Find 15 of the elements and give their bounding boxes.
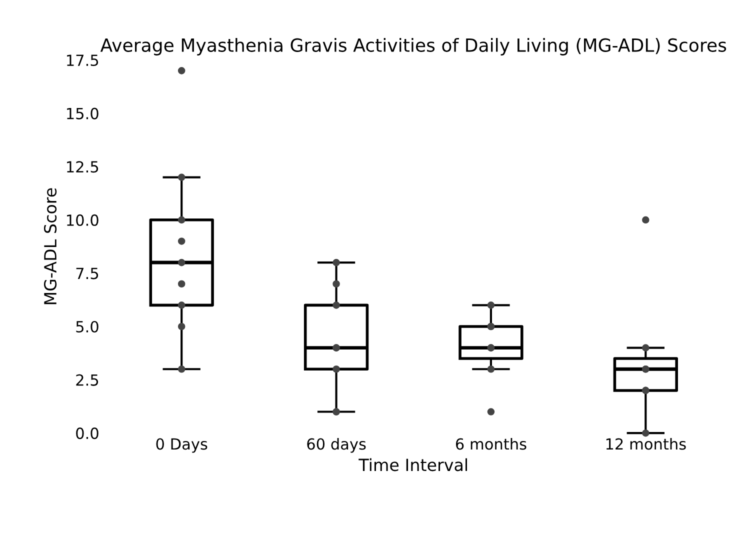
x-tick-label: 60 days (307, 438, 366, 453)
y-tick-label: 5.0 (76, 320, 98, 333)
x-tick-label: 6 months (456, 438, 526, 450)
y-tick-label: 2.5 (76, 374, 98, 386)
x-axis-title: Time Interval (358, 458, 468, 472)
y-tick-label: 15.0 (67, 108, 98, 120)
chart-title: Average Myasthenia Gravis Activities of Daily Living (MG-ADL) Scores (100, 38, 726, 56)
x-tick-label: 0 Days (156, 438, 208, 453)
y-axis-title: MG-ADL Score (44, 188, 57, 304)
y-tick-label: 0.0 (76, 428, 98, 440)
y-tick-label: 7.5 (76, 268, 98, 280)
x-tick-label: 12 months (606, 438, 686, 450)
y-tick-label: 10.0 (67, 214, 98, 226)
y-tick-label: 17.5 (67, 54, 98, 66)
y-tick-label: 12.5 (67, 161, 98, 173)
